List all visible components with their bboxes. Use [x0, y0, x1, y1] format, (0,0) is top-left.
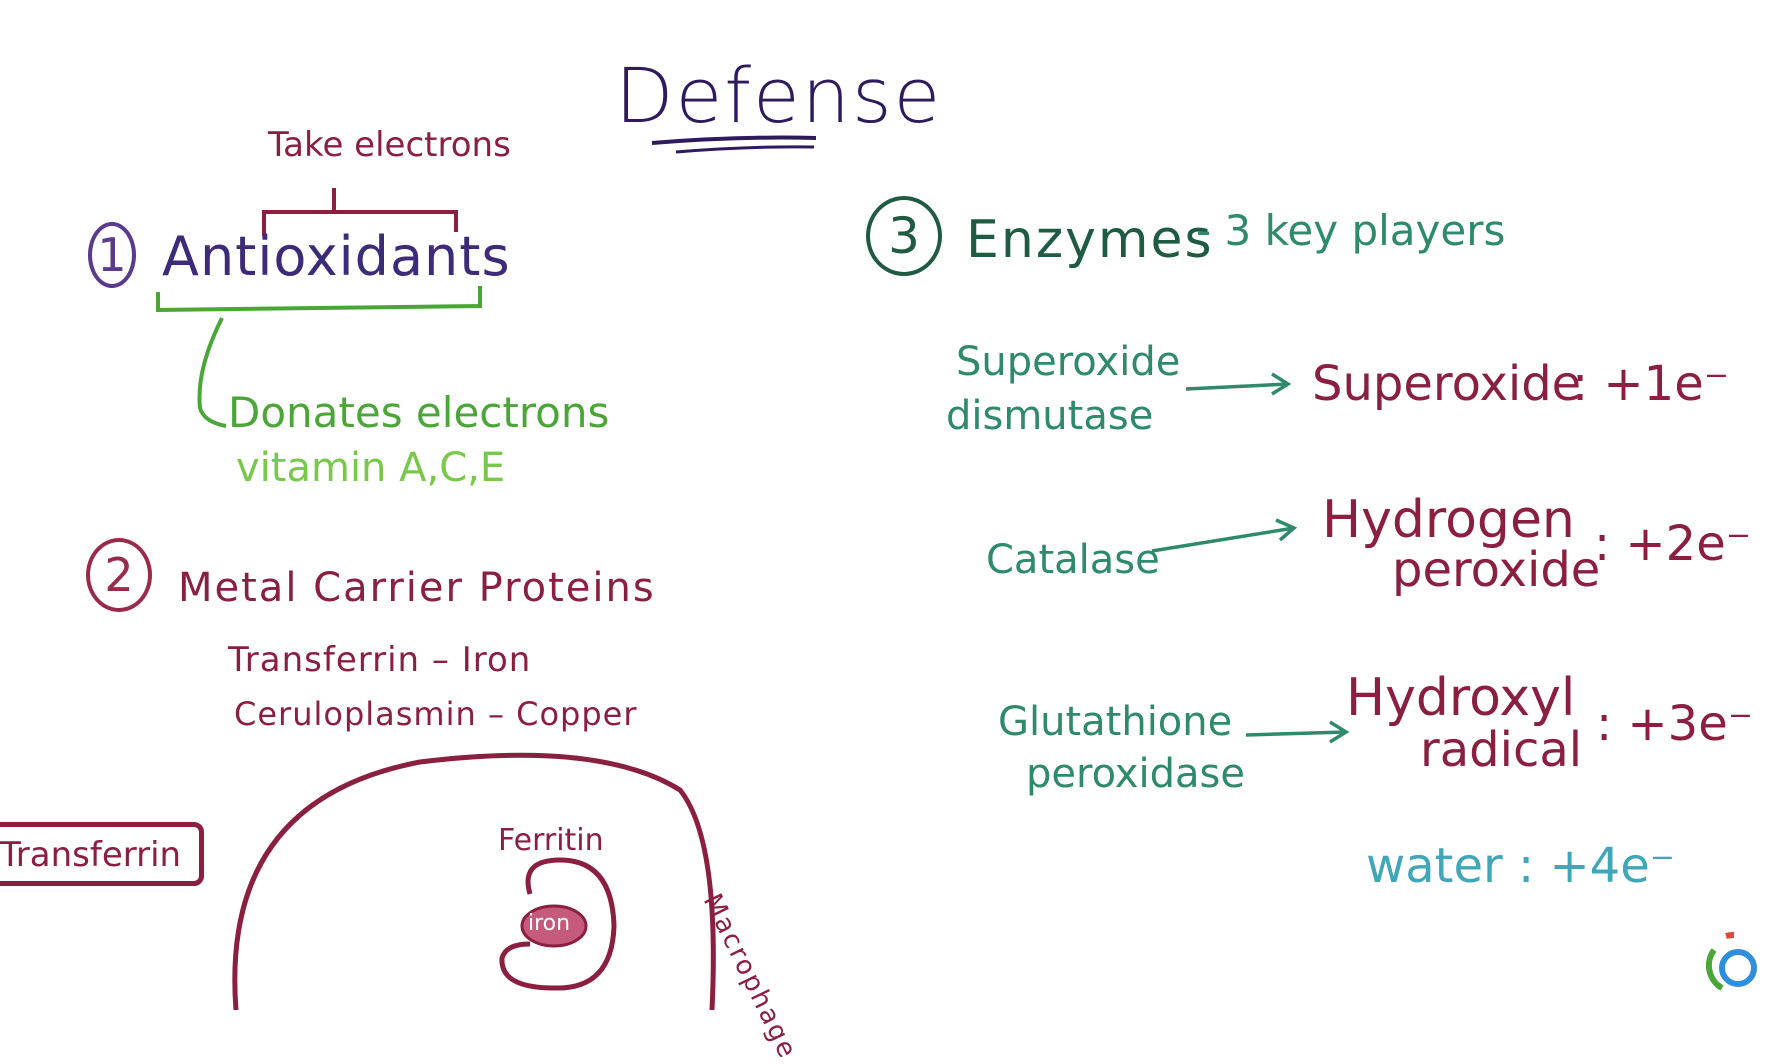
ceruloplasmin-copper-line: Ceruloplasmin – Copper	[234, 695, 638, 733]
section-number-1: 1	[88, 222, 136, 288]
arrow-1	[1185, 382, 1289, 391]
take-electrons-label: Take electrons	[268, 125, 511, 165]
substrate-3-line1: Hydroxyl	[1346, 668, 1576, 728]
arrow-3-head	[1329, 720, 1350, 744]
diagram-lines	[156, 135, 1350, 1010]
enzyme-1-line1: Superoxide	[956, 339, 1181, 385]
take-electrons-bracket	[262, 188, 458, 236]
enzyme-1-line2: dismutase	[946, 393, 1154, 439]
electrons-1: : +1e⁻	[1572, 356, 1730, 412]
logo-icon	[1705, 931, 1757, 991]
enzymes-heading: Enzymes	[966, 210, 1214, 270]
enzymes-subheading: - 3 key players	[1196, 206, 1506, 255]
whiteboard-canvas: Defense Take electrons 1 Antioxidants Do…	[0, 51, 1757, 1064]
enzyme-2-line1: Catalase	[986, 537, 1160, 583]
substrate-1-line1: Superoxide	[1312, 356, 1582, 412]
substrate-2-line2: peroxide	[1392, 542, 1601, 598]
section-number-2: 2	[86, 538, 152, 612]
donates-electrons-label: Donates electrons	[228, 388, 610, 437]
substrate-2-line1: Hydrogen	[1322, 490, 1575, 550]
enzyme-3-line2: peroxidase	[1026, 751, 1245, 797]
ferritin-shape	[499, 857, 617, 991]
transferrin-box	[0, 822, 204, 886]
arrow-3	[1245, 730, 1347, 737]
iron-label: iron	[528, 911, 571, 936]
electrons-2: : +2e⁻	[1594, 516, 1752, 572]
antioxidants-heading: Antioxidants	[162, 225, 511, 288]
arrow-2	[1151, 526, 1295, 553]
title-underline-1	[651, 135, 817, 145]
arrow-1-head	[1271, 372, 1292, 396]
ferritin-label: Ferritin	[498, 823, 604, 858]
transferrin-iron-line: Transferrin – Iron	[228, 640, 532, 680]
page-title: Defense	[615, 51, 943, 140]
transferrin-box-label: Transferrin	[0, 835, 182, 875]
vitamins-label: vitamin A,C,E	[236, 445, 506, 491]
electrons-3: : +3e⁻	[1596, 696, 1754, 752]
section-number-3: 3	[866, 196, 942, 276]
arrow-2-head	[1275, 518, 1298, 542]
enzyme-3-line1: Glutathione	[998, 699, 1233, 745]
enzyme-arrows	[1151, 372, 1350, 744]
substrate-3-line2: radical	[1420, 722, 1583, 778]
title-underline-2	[675, 145, 815, 154]
iron-blob	[520, 904, 588, 948]
donates-connector	[197, 317, 227, 428]
water-line: water : +4e⁻	[1366, 838, 1676, 894]
macrophage-outline	[232, 752, 716, 1010]
donates-bracket	[156, 286, 482, 313]
metal-carrier-heading: Metal Carrier Proteins	[178, 565, 656, 611]
